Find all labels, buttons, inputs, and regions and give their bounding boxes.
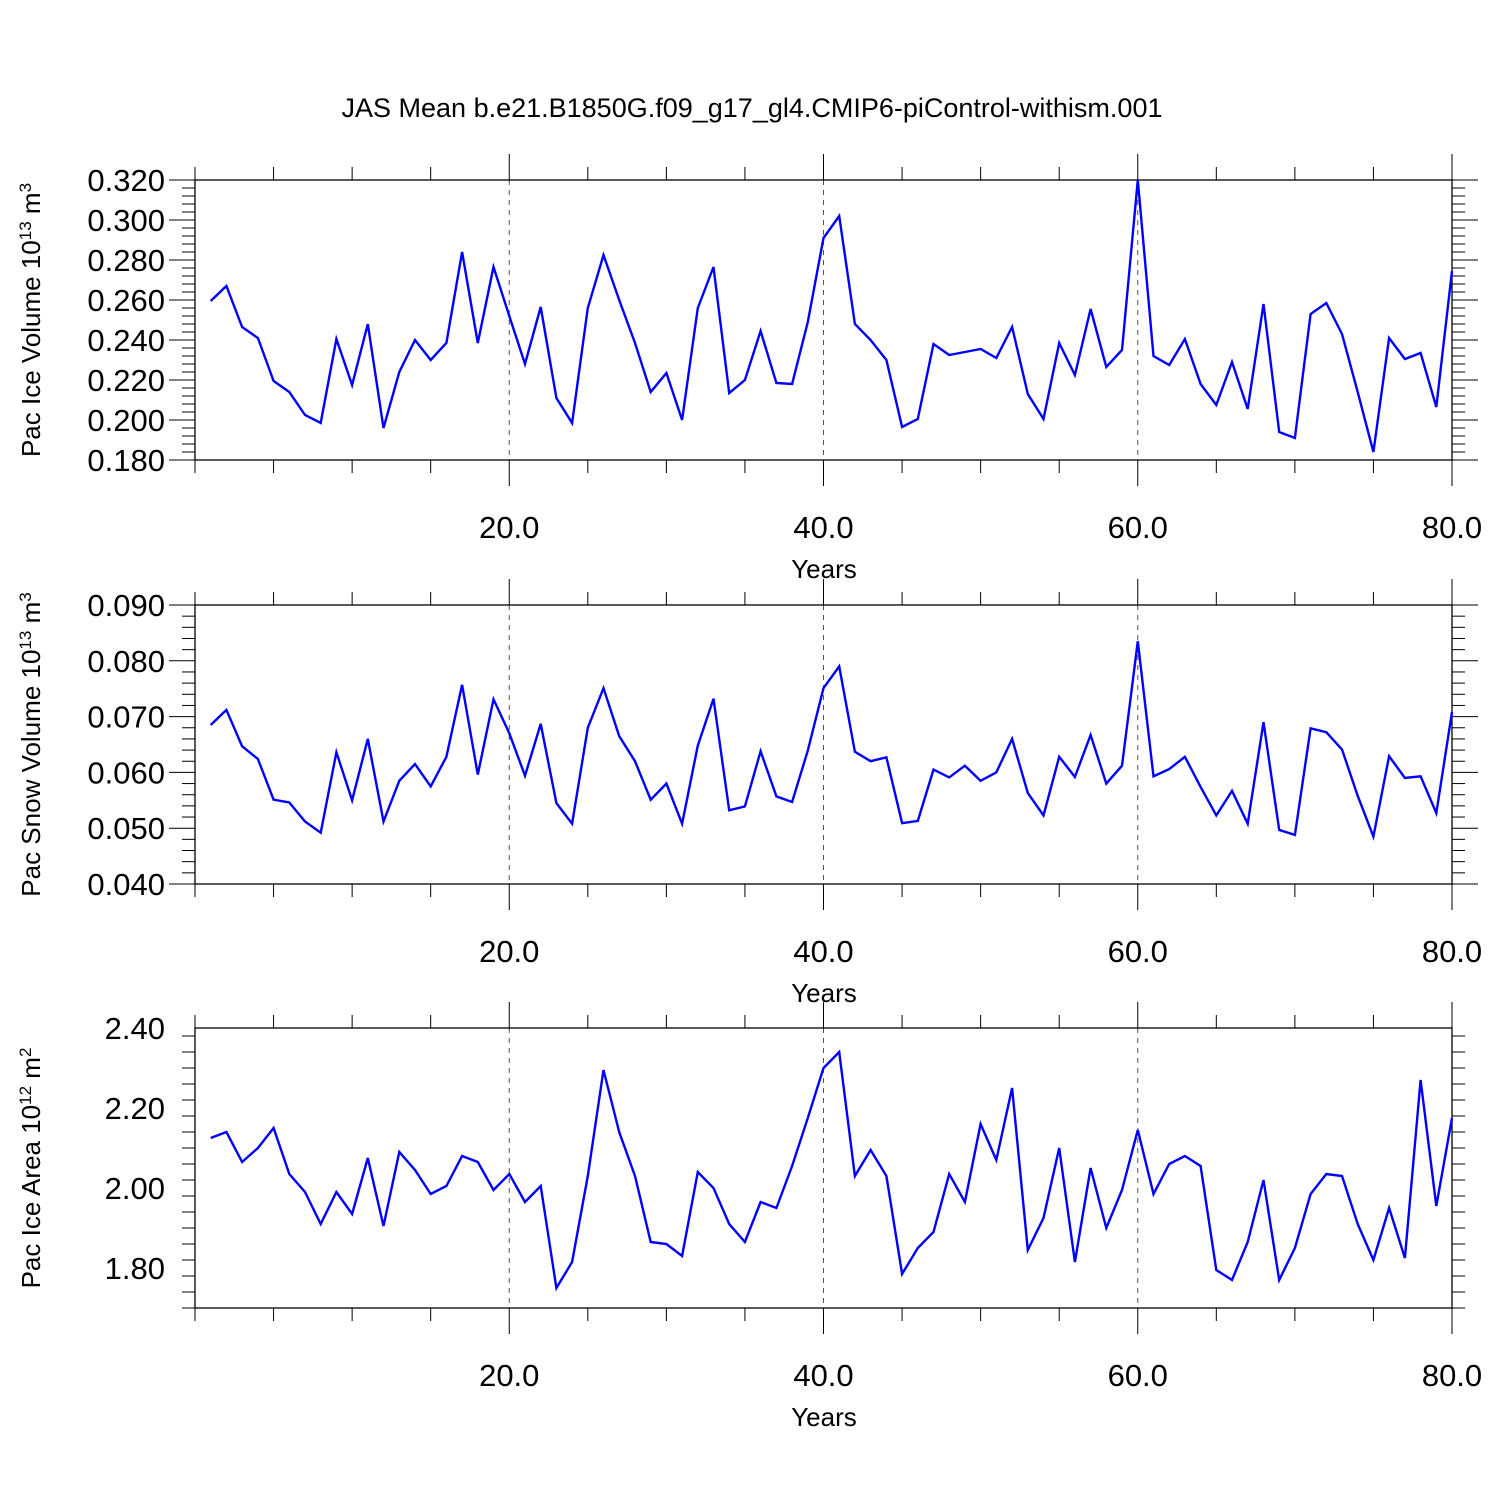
y-tick-label: 1.80	[105, 1251, 165, 1286]
x-tick-label: 80.0	[1422, 1358, 1482, 1393]
y-tick-label: 0.220	[87, 363, 165, 398]
y-tick-label: 0.200	[87, 403, 165, 438]
x-tick-label: 40.0	[793, 1358, 853, 1393]
y-axis-label-exponent: 12	[16, 1086, 35, 1105]
y-tick-label: 0.050	[87, 811, 165, 846]
y-axis-label-text: m	[16, 602, 46, 631]
y-axis-label-text: Pac Ice Area 10	[16, 1105, 46, 1289]
series-line	[209, 179, 1454, 453]
panel-3: 1.80 2.00 2.20 2.40 20.0 40.0 60.0 80.0 Years Pac…	[16, 1002, 1482, 1432]
y-axis-label-text: m	[16, 192, 46, 221]
series-line	[210, 1049, 1454, 1292]
y-tick-label: 0.180	[87, 443, 165, 478]
y-axis-label-text: Pac Snow Volume 10	[16, 650, 46, 897]
series-line	[209, 641, 1454, 841]
x-tick-label: 20.0	[479, 510, 539, 545]
y-axis-label-exponent: 13	[16, 221, 35, 240]
y-tick-label: 0.300	[87, 203, 165, 238]
y-axis-label: Pac Ice Area 1012 m2	[16, 1048, 47, 1289]
y-tick-label: 0.040	[87, 867, 165, 902]
y-axis-label-exponent: 3	[16, 183, 35, 192]
y-axis-label-text: m	[16, 1057, 46, 1086]
y-tick-label: 0.080	[87, 644, 165, 679]
x-tick-label: 40.0	[793, 934, 853, 969]
x-tick-label: 20.0	[479, 1358, 539, 1393]
y-tick-label: 0.240	[87, 323, 165, 358]
y-axis-label-exponent: 2	[16, 1048, 35, 1057]
y-tick-label: 2.40	[105, 1011, 165, 1046]
x-tick-label: 60.0	[1108, 1358, 1168, 1393]
y-tick-label: 2.20	[105, 1091, 165, 1126]
x-axis-label: Years	[791, 1402, 857, 1432]
panel-2: 0.040 0.050 0.060 0.070 0.080 0.090 20.0 40.0 60…	[16, 579, 1482, 1008]
y-tick-label: 2.00	[105, 1171, 165, 1206]
x-tick-label: 80.0	[1422, 934, 1482, 969]
y-tick-label: 0.090	[87, 588, 165, 623]
y-axis-label: Pac Ice Volume 1013 m3	[16, 183, 47, 457]
x-tick-label: 40.0	[793, 510, 853, 545]
y-tick-label: 0.320	[87, 163, 165, 198]
y-axis-label-exponent: 3	[16, 592, 35, 601]
panel-1: 0.180 0.200 0.220 0.240 0.260 0.280 0.300 0.320…	[16, 154, 1482, 584]
y-axis-label-exponent: 13	[16, 631, 35, 650]
x-tick-label: 20.0	[479, 934, 539, 969]
y-axis-label-text: Pac Ice Volume 10	[16, 240, 46, 457]
y-tick-label: 0.280	[87, 243, 165, 278]
y-axis-label: Pac Snow Volume 1013 m3	[16, 592, 47, 896]
y-tick-label: 0.260	[87, 283, 165, 318]
y-tick-label: 0.060	[87, 755, 165, 790]
x-tick-label: 80.0	[1422, 510, 1482, 545]
y-tick-label: 0.070	[87, 700, 165, 735]
x-tick-label: 60.0	[1108, 510, 1168, 545]
x-tick-label: 60.0	[1108, 934, 1168, 969]
chart-title: JAS Mean b.e21.B1850G.f09_g17_gl4.CMIP6-…	[342, 93, 1163, 123]
